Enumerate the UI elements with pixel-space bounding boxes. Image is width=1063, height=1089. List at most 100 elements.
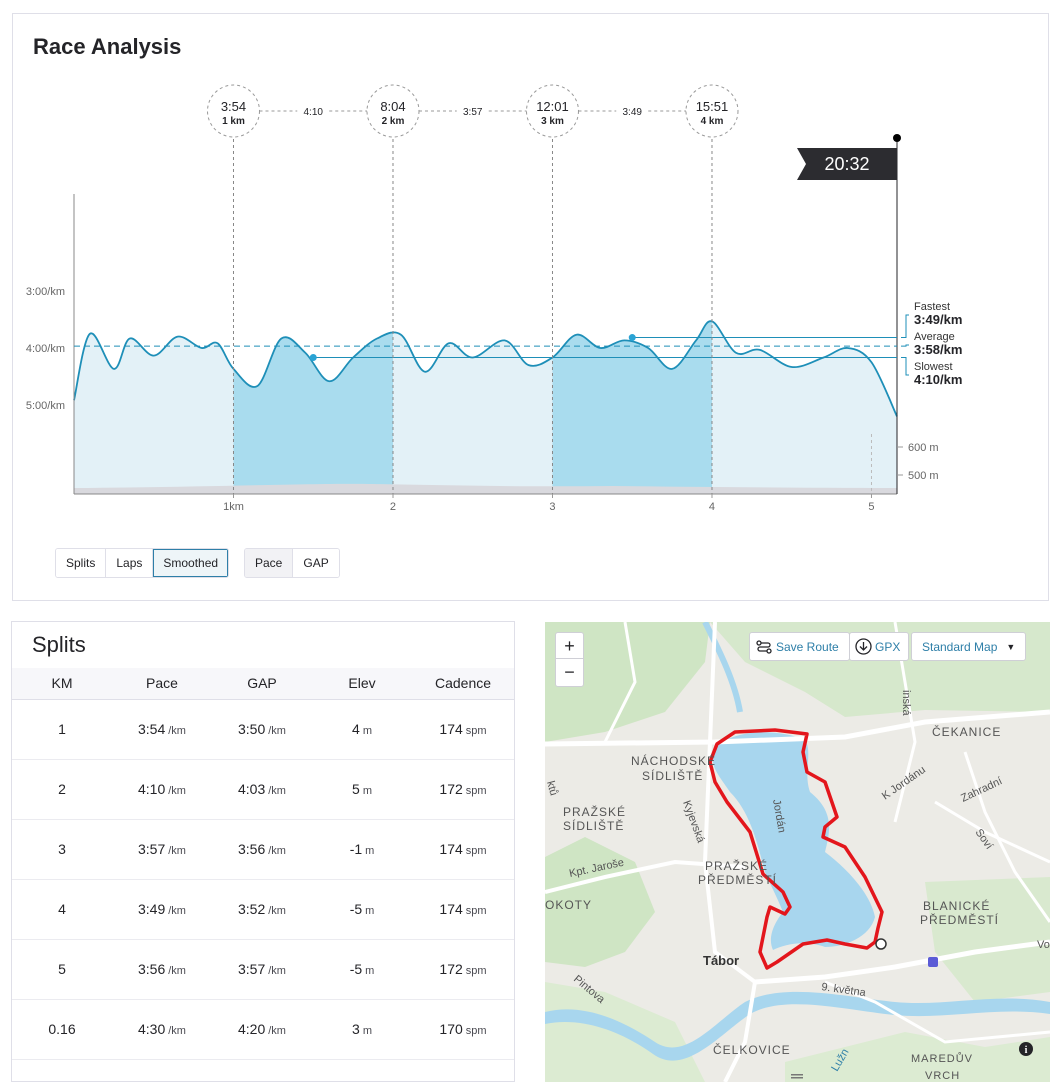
- split-gap-unit: /km: [268, 1025, 286, 1037]
- slowest-value: 4:10/km: [914, 372, 962, 387]
- road: [702, 622, 757, 984]
- header-pace: Pace: [112, 668, 212, 700]
- split-cadence-value: 170: [439, 1021, 463, 1037]
- map-label: Jordán: [770, 798, 788, 833]
- park-area: [545, 622, 710, 742]
- split-elev: -1 m: [312, 819, 412, 880]
- zoom-in-button[interactable]: +: [556, 633, 583, 659]
- map-style-label: Standard Map: [922, 639, 998, 654]
- map-label: Kyjevská: [680, 799, 707, 845]
- split-km-value: 3: [58, 841, 66, 857]
- river: [702, 622, 743, 713]
- split-gap-unit: /km: [268, 785, 286, 797]
- split-pace-value: 3:49: [138, 901, 166, 917]
- map-label: OKOTY: [545, 898, 592, 912]
- split-pace-unit: /km: [168, 785, 186, 797]
- map-style-dropdown[interactable]: Standard Map ▼: [911, 632, 1027, 661]
- split-pace-value: 3:54: [138, 721, 166, 737]
- split-cadence-unit: spm: [465, 725, 487, 737]
- split-cadence-value: 174: [439, 901, 463, 917]
- x-tick-label: 1km: [223, 501, 244, 513]
- save-route-button[interactable]: Save Route: [749, 632, 850, 661]
- smoothed-view-button[interactable]: Smoothed: [153, 549, 229, 577]
- split-pace-unit: /km: [168, 905, 186, 917]
- y-tick-label: 4:00/km: [26, 343, 65, 355]
- x-tick-label: 3: [549, 501, 555, 513]
- map-label: PRAŽSKÉ: [563, 804, 626, 819]
- map-label: SÍDLIŠTĚ: [563, 818, 624, 833]
- splits-card: Splits KM Pace GAP Elev Cadence 1 3:54/km…: [11, 621, 515, 1082]
- gap-metric-button[interactable]: GAP: [293, 549, 339, 577]
- zoom-out-button[interactable]: −: [564, 662, 575, 682]
- finish-flag-icon: [875, 938, 887, 950]
- road: [723, 981, 757, 1082]
- chevron-down-icon: ▼: [1006, 641, 1016, 652]
- elev-tick-label: 500 m: [908, 470, 939, 482]
- drag-handle[interactable]: [791, 1074, 803, 1076]
- splits-header-row: KM Pace GAP Elev Cadence: [12, 668, 514, 700]
- table-row: 1 3:54/km 3:50/km 4 m 174 spm: [12, 699, 514, 760]
- route-map[interactable]: i NÁCHODSKÉ SÍDLIŠTĚ PRAŽSKÉ SÍDLIŠTĚ PR…: [545, 622, 1050, 1082]
- split-pace-unit: /km: [168, 845, 186, 857]
- split-cadence: 174 spm: [412, 819, 514, 880]
- finish-time-flag: [797, 148, 897, 180]
- map-canvas[interactable]: i NÁCHODSKÉ SÍDLIŠTĚ PRAŽSKÉ SÍDLIŠTĚ PR…: [545, 622, 1050, 1082]
- gpx-label: GPX: [875, 639, 901, 654]
- road: [603, 622, 637, 743]
- gpx-download-button[interactable]: GPX: [849, 632, 910, 661]
- pace-metric-button[interactable]: Pace: [245, 549, 294, 577]
- split-km-value: 5: [58, 961, 66, 977]
- fastest-bracket: [901, 314, 909, 339]
- slowest-point: [309, 354, 317, 361]
- split-elev-unit: m: [365, 905, 375, 917]
- segment-pace-label: 3:57: [463, 107, 483, 118]
- split-pace: 3:54/km: [112, 699, 212, 760]
- fastest-label: Fastest: [914, 301, 950, 313]
- split-gap-unit: /km: [268, 725, 286, 737]
- split-km-value: 2: [58, 781, 66, 797]
- split-gap: 3:52/km: [212, 879, 312, 940]
- info-icon[interactable]: [1019, 1042, 1033, 1056]
- map-label: Tábor: [703, 953, 739, 968]
- header-elev: Elev: [312, 668, 412, 700]
- drag-handle[interactable]: [791, 1077, 803, 1079]
- split-elev-value: -1: [349, 841, 363, 857]
- road: [934, 800, 1050, 864]
- split-cadence-unit: spm: [465, 845, 487, 857]
- road: [963, 751, 1050, 923]
- split-km-value: 1: [58, 721, 66, 737]
- km-marker-distance: 1 km: [222, 116, 245, 127]
- header-km: KM: [12, 668, 112, 700]
- split-cadence: 170 spm: [412, 999, 514, 1060]
- split-cadence-unit: spm: [465, 1025, 487, 1037]
- splits-view-button[interactable]: Splits: [56, 549, 107, 577]
- map-label: VRCH: [925, 1070, 960, 1082]
- split-gap-unit: /km: [268, 965, 286, 977]
- split-elev-value: -5: [349, 901, 363, 917]
- split-km: 1: [12, 699, 112, 760]
- route-path: [708, 728, 884, 970]
- split-gap: 4:03/km: [212, 759, 312, 820]
- split-elev-unit: m: [362, 1025, 372, 1037]
- split-pace: 3:56/km: [112, 939, 212, 1000]
- lake: [712, 732, 875, 950]
- map-label: K Jordánu: [880, 764, 928, 803]
- map-label: ČEKANICE: [932, 724, 1001, 739]
- split-cadence: 172 spm: [412, 759, 514, 820]
- km-marker-circle[interactable]: [685, 84, 739, 138]
- map-label: inská: [900, 690, 912, 717]
- km-marker-time: 12:01: [536, 99, 569, 114]
- km-marker-distance: 4 km: [701, 116, 724, 127]
- split-elev-unit: m: [362, 725, 372, 737]
- split-gap: 3:56/km: [212, 819, 312, 880]
- split-pace-unit: /km: [168, 965, 186, 977]
- metric-toggle-group: Pace GAP: [244, 548, 340, 578]
- split-gap-value: 3:50: [238, 721, 266, 737]
- split-km: 2: [12, 759, 112, 820]
- split-gap: 4:20/km: [212, 999, 312, 1060]
- y-tick-label: 3:00/km: [26, 286, 65, 298]
- laps-view-button[interactable]: Laps: [106, 549, 154, 577]
- split-elev-unit: m: [365, 965, 375, 977]
